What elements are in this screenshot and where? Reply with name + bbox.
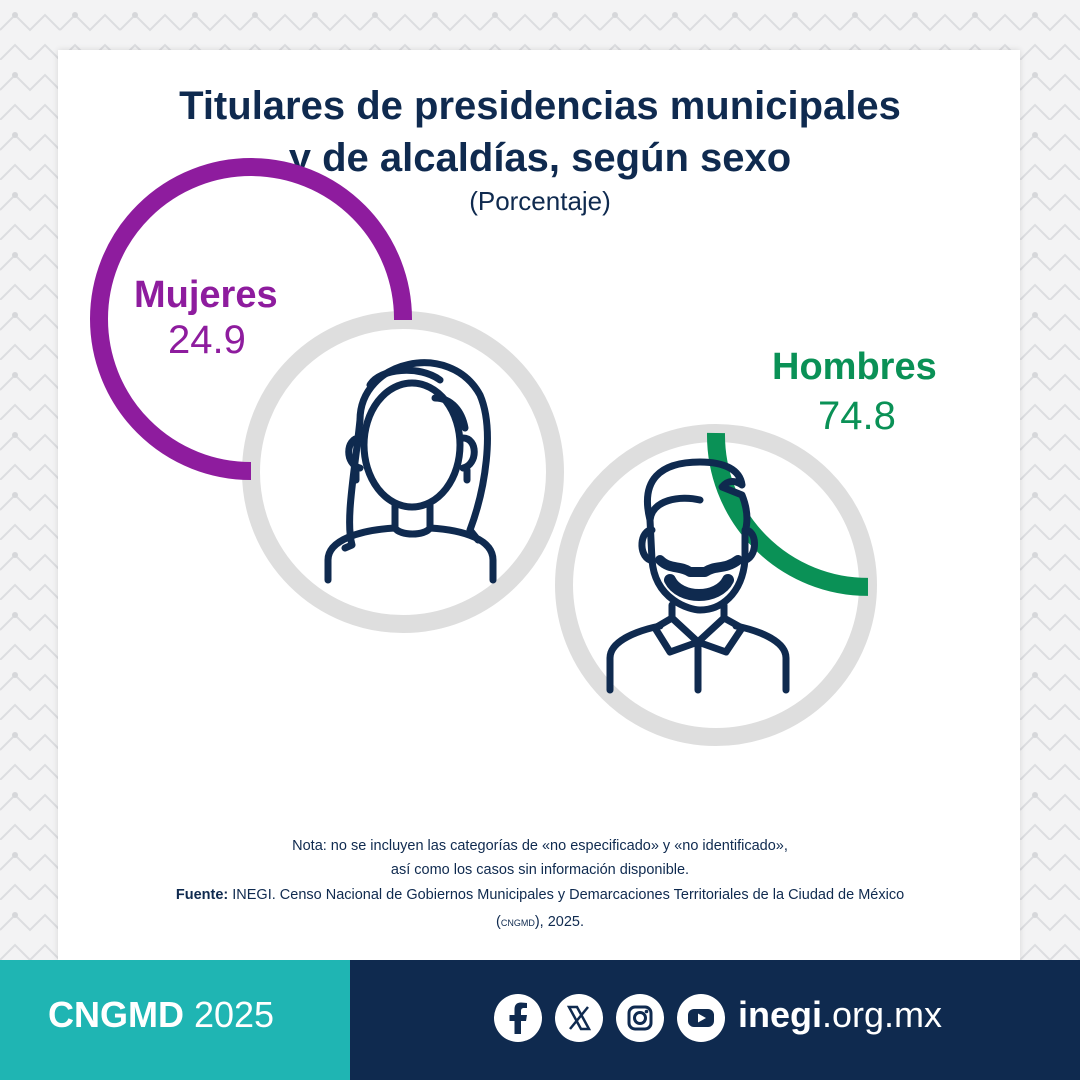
site-domain: .org.mx: [822, 994, 943, 1035]
source-line-2: (cngmd), 2025.: [0, 914, 1080, 930]
source-label: Fuente:: [175, 887, 229, 903]
website-link[interactable]: inegi.org.mx: [738, 994, 942, 1036]
x-icon[interactable]: [555, 994, 603, 1042]
women-ring-arc: [90, 158, 413, 481]
footer-brand-panel: [0, 960, 350, 1080]
brand-year: 2025: [183, 994, 275, 1035]
brand-name: CNGMD: [48, 994, 184, 1035]
note-line-2: así como los casos sin información dispo…: [390, 862, 690, 878]
instagram-icon[interactable]: [616, 994, 664, 1042]
woman-icon: [324, 359, 497, 584]
source-abbr: cngmd: [500, 914, 535, 929]
chart-title-line-1: Titulares de presidencias municipales: [179, 84, 901, 128]
man-icon: [606, 458, 790, 694]
source-tail: ), 2025.: [534, 914, 584, 930]
source-line: Fuente: INEGI. Censo Nacional de Gobiern…: [0, 887, 1080, 903]
source-open: (: [495, 914, 501, 930]
men-value: 74.8: [818, 394, 896, 438]
youtube-icon[interactable]: [677, 994, 725, 1042]
chart-card: [58, 50, 1020, 960]
footer-brand: CNGMD 2025: [48, 994, 274, 1036]
site-name: inegi: [738, 994, 823, 1035]
women-label: Mujeres: [134, 274, 278, 316]
note-line-1: Nota: no se incluyen las categorías de «…: [292, 838, 788, 854]
women-value: 24.9: [168, 318, 246, 362]
chart-subtitle: (Porcentaje): [469, 186, 611, 216]
men-label: Hombres: [772, 346, 937, 388]
chart-title-line-2: y de alcaldías, según sexo: [288, 136, 792, 180]
source-text: INEGI. Censo Nacional de Gobiernos Munic…: [228, 887, 905, 903]
facebook-icon[interactable]: [494, 994, 542, 1042]
